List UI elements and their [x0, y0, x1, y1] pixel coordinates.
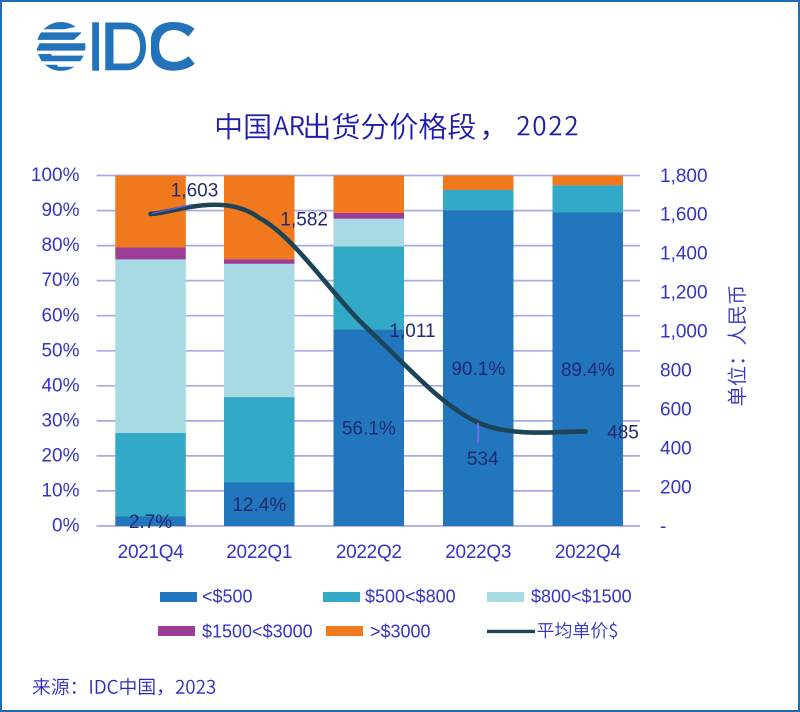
- svg-text:485: 485: [607, 423, 639, 444]
- svg-text:>$3000: >$3000: [370, 622, 431, 642]
- svg-text:2022Q2: 2022Q2: [336, 542, 402, 563]
- svg-text:800: 800: [660, 361, 692, 382]
- svg-text:534: 534: [467, 449, 499, 470]
- svg-text:1,582: 1,582: [280, 210, 328, 231]
- svg-text:2022Q4: 2022Q4: [555, 542, 622, 563]
- svg-text:$800<$1500: $800<$1500: [531, 587, 632, 607]
- svg-text:200: 200: [660, 477, 692, 498]
- svg-text:30%: 30%: [41, 411, 79, 432]
- svg-text:1,000: 1,000: [660, 322, 708, 343]
- svg-text:2022Q3: 2022Q3: [445, 542, 511, 563]
- svg-text:400: 400: [660, 438, 692, 459]
- svg-text:2021Q4: 2021Q4: [118, 542, 185, 563]
- svg-text:70%: 70%: [41, 270, 79, 291]
- svg-text:12.4%: 12.4%: [232, 495, 286, 516]
- svg-text:<$500: <$500: [202, 587, 253, 607]
- svg-text:2.7%: 2.7%: [129, 512, 172, 533]
- svg-text:20%: 20%: [41, 446, 79, 467]
- svg-text:90%: 90%: [41, 200, 79, 221]
- svg-text:80%: 80%: [41, 235, 79, 256]
- svg-text:2022Q1: 2022Q1: [226, 542, 292, 563]
- svg-text:600: 600: [660, 400, 692, 421]
- svg-text:1,011: 1,011: [389, 321, 435, 342]
- svg-text:40%: 40%: [41, 375, 79, 396]
- svg-text:1,603: 1,603: [171, 181, 219, 202]
- svg-text:100%: 100%: [31, 165, 80, 186]
- svg-text:10%: 10%: [41, 481, 79, 502]
- svg-text:50%: 50%: [41, 340, 79, 361]
- svg-text:1,800: 1,800: [660, 166, 708, 187]
- svg-text:1,400: 1,400: [660, 244, 708, 265]
- svg-text:90.1%: 90.1%: [451, 359, 505, 380]
- svg-text:$1500<$3000: $1500<$3000: [202, 622, 313, 642]
- svg-text:1,600: 1,600: [660, 205, 708, 226]
- svg-text:0%: 0%: [52, 516, 80, 537]
- svg-text:$500<$800: $500<$800: [365, 587, 456, 607]
- svg-text:89.4%: 89.4%: [561, 360, 615, 381]
- svg-text:-: -: [660, 516, 666, 537]
- svg-text:1,200: 1,200: [660, 283, 708, 304]
- svg-text:56.1%: 56.1%: [342, 419, 396, 440]
- svg-text:60%: 60%: [41, 305, 79, 326]
